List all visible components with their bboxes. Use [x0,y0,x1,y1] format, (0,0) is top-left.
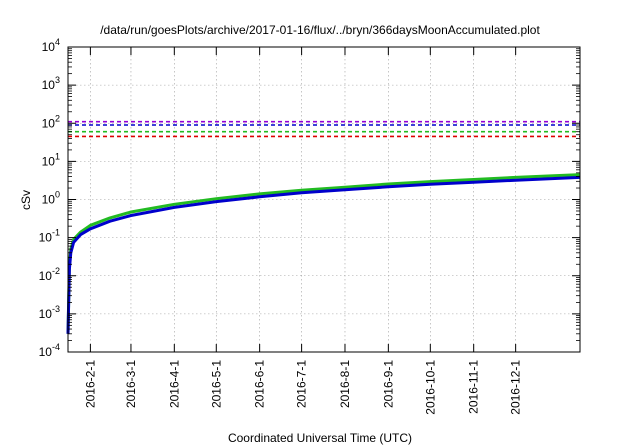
chart-title: /data/run/goesPlots/archive/2017-01-16/f… [100,23,540,37]
x-tick-label: 2016-3-1 [124,360,138,408]
x-tick-label: 2016-11-1 [467,360,481,414]
y-tick-label: 10-4 [39,342,60,359]
y-axis: 10-4 10-3 10-2 10-1 100 101 102 103 104 [39,37,580,359]
y-tick-label: 102 [42,113,60,130]
y-tick-label: 10-3 [39,304,60,321]
x-tick-label: 2016-9-1 [381,360,395,408]
x-axis: 2016-2-1 2016-3-1 2016-4-1 2016-5-1 2016-6-1… [83,47,523,415]
y-tick-label: 100 [42,190,60,207]
x-tick-label: 2016-2-1 [83,360,97,408]
x-tick-label: 2016-4-1 [167,360,181,408]
y-axis-label: cSv [19,190,33,210]
x-tick-label: 2016-7-1 [295,360,309,408]
series-line [66,173,581,334]
y-tick-label: 104 [42,37,60,54]
x-tick-label: 2016-6-1 [253,360,267,408]
x-tick-label: 2016-12-1 [509,360,523,415]
series-lines [66,173,581,334]
reference-lines [68,120,580,138]
x-tick-label: 2016-10-1 [423,360,437,415]
x-tick-label: 2016-8-1 [338,360,352,408]
y-tick-label: 101 [42,151,60,168]
y-tick-label: 103 [42,75,60,92]
x-axis-label: Coordinated Universal Time (UTC) [228,431,412,445]
y-tick-label: 10-2 [39,266,60,283]
series-line [66,175,581,334]
x-tick-label: 2016-5-1 [209,360,223,408]
grid [68,47,580,352]
y-tick-label: 10-1 [39,228,60,245]
